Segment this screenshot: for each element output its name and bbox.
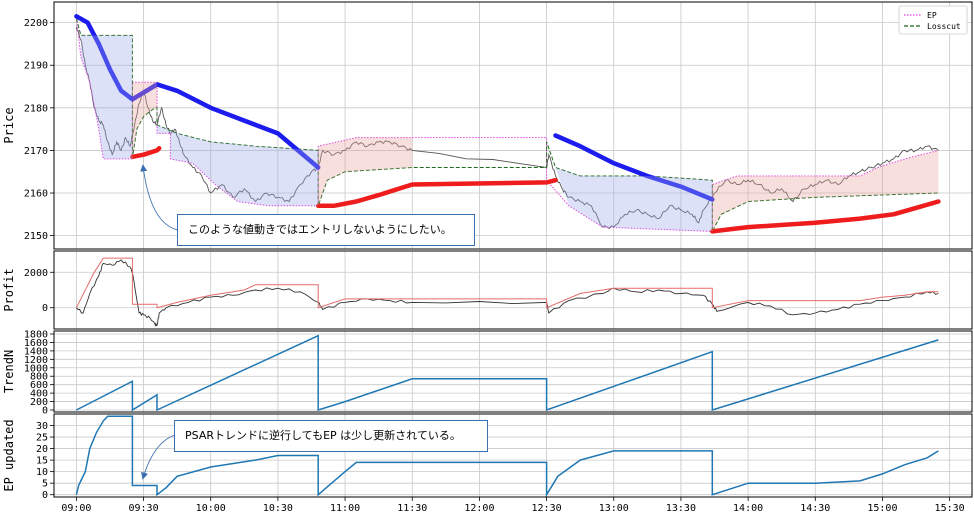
ytick-label-profit: 2000	[24, 268, 48, 279]
x-axis: 09:00 09:30 10:00 10:30 11:00 11:30 12:00 12:30…	[61, 497, 965, 514]
annotation-psar-note: PSARトレンドに逆行してもEP は少し更新されている。	[174, 420, 488, 452]
series-price-psar-psar-up-seg	[130, 146, 162, 160]
xtick-label: 10:30	[263, 503, 293, 514]
legend-box	[898, 5, 968, 35]
xtick-label: 09:00	[61, 503, 91, 514]
xtick-label: 09:30	[129, 503, 159, 514]
fill-band	[555, 167, 713, 232]
fill-band	[80, 35, 133, 159]
fill-band	[712, 150, 939, 232]
grid-profit	[54, 251, 972, 329]
xtick-label: 11:00	[330, 503, 360, 514]
series-ep_updated-step	[75, 415, 939, 497]
xtick-label: 11:30	[397, 503, 427, 514]
xtick-label: 12:30	[532, 503, 562, 514]
panel-price: 2150 2160 2170 2180 2190 2200 Price	[2, 1, 973, 250]
axes-frame-price	[53, 1, 973, 250]
plot-area-price	[74, 14, 941, 234]
chart-legend: EP Losscut	[898, 5, 968, 35]
xtick-label: 14:00	[733, 503, 763, 514]
ytick-label-trend: 1000	[24, 363, 48, 374]
annotation-arrows	[140, 164, 179, 480]
ytick-label-ep_updated: 10	[36, 467, 48, 478]
ytick-label-price: 2160	[24, 189, 48, 200]
ytick-label-trend: 800	[30, 372, 48, 383]
xtick-label: 13:00	[599, 503, 629, 514]
ytick-label-price: 2150	[24, 231, 48, 242]
ytick-label-trend: 1800	[24, 330, 48, 341]
ytick-label-price: 2170	[24, 146, 48, 157]
series-profit-profit	[76, 259, 939, 327]
ytick-label-ep_updated: 25	[36, 433, 48, 444]
series-price-price	[75, 26, 939, 229]
xtick-label: 12:00	[464, 503, 494, 514]
ytick-label-ep_updated: 5	[42, 479, 48, 490]
ytick-label-price: 2200	[24, 18, 48, 29]
xtick-label: 10:00	[196, 503, 226, 514]
ytick-label-price: 2180	[24, 103, 48, 114]
chart-panels: 215021602170218021902200Price02000Profit…	[2, 1, 973, 501]
panel-profit: 0 2000 Profit	[2, 250, 973, 330]
series-profit-profit_max	[75, 257, 939, 309]
ytick-label-ep_updated: 0	[42, 490, 48, 501]
xtick-label: 15:30	[935, 503, 965, 514]
ylabel-price: Price	[2, 107, 16, 143]
legend-label-ep: EP	[927, 11, 937, 20]
series-price-losscut-losscut	[75, 18, 939, 232]
series-trend-trend	[76, 334, 939, 412]
plot-area-ep_updated	[75, 415, 939, 497]
ytick-label-profit: 0	[42, 303, 48, 314]
fill-band	[157, 82, 319, 206]
plot-area-trend	[76, 334, 939, 412]
series-price-psar-psar-up-seg	[315, 177, 558, 209]
ytick-label-ep_updated: 15	[36, 456, 48, 467]
axes-frame-profit	[53, 250, 973, 330]
ytick-label-ep_updated: 20	[36, 444, 48, 455]
ytick-label-trend: 400	[30, 389, 48, 400]
axes-frame-trend	[53, 330, 973, 413]
xtick-label: 14:30	[800, 503, 830, 514]
xtick-label: 13:30	[666, 503, 696, 514]
fill-band	[132, 35, 157, 159]
grid-trend	[54, 331, 972, 412]
ylabel-trend: TrendN	[2, 350, 16, 393]
plot-area-profit	[75, 257, 939, 327]
series-price-psar-psar-down-seg	[74, 14, 321, 170]
ytick-label-trend: 1200	[24, 355, 48, 366]
ylabel-profit: Profit	[2, 268, 16, 311]
ytick-label-trend: 0	[42, 406, 48, 417]
ytick-label-trend: 200	[30, 397, 48, 408]
ytick-label-price: 2190	[24, 61, 48, 72]
ytick-label-trend: 1400	[24, 346, 48, 357]
annotation-arrow-psar	[141, 434, 176, 480]
annotation-arrow-entry	[140, 164, 179, 231]
ytick-label-trend: 1600	[24, 338, 48, 349]
grid-price	[54, 2, 972, 249]
series-price-psar-psar-up-seg	[710, 199, 941, 234]
ylabel-ep_updated: EP updated	[2, 419, 16, 491]
legend-label-losscut: Losscut	[927, 22, 961, 31]
ytick-label-ep_updated: 30	[36, 421, 48, 432]
xtick-label: 15:00	[867, 503, 897, 514]
series-price-psar-psar-down-seg	[553, 133, 715, 202]
series-price-ep-ep	[75, 18, 939, 232]
ytick-label-trend: 600	[30, 380, 48, 391]
annotation-entry-note: このような値動きではエントリしないようにしたい。	[177, 214, 475, 246]
axes-frame-ep_updated	[53, 413, 973, 498]
fill-band	[318, 137, 413, 206]
